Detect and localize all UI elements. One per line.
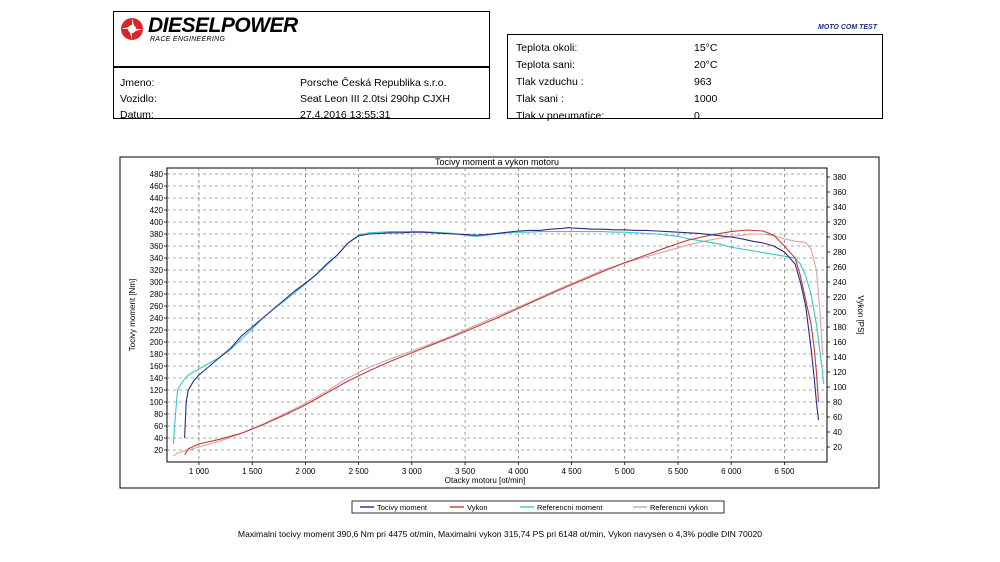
vozidlo-value: Seat Leon III 2.0tsi 290hp CJXH (300, 93, 451, 105)
y-tick-label-left: 100 (150, 398, 164, 407)
dieselpower-logo-icon (121, 18, 143, 40)
y-tick-label-left: 180 (150, 350, 164, 359)
moto-com-test-badge: MOTO COM TEST (818, 24, 877, 31)
conditions-panel (507, 34, 883, 119)
y-tick-label-left: 440 (150, 194, 164, 203)
x-tick-label: 2 000 (295, 467, 316, 476)
y-tick-label-left: 60 (154, 422, 163, 431)
y-tick-label-left: 160 (150, 362, 164, 371)
legend-label: Tocivy moment (377, 503, 428, 512)
logo-panel (113, 11, 490, 67)
legend-label: Vykon (467, 503, 488, 512)
y-tick-label-left: 140 (150, 374, 164, 383)
y-tick-label-left: 380 (150, 230, 164, 239)
x-tick-label: 1 000 (189, 467, 210, 476)
datum-value: 27.4.2016 13:55:31 (300, 109, 391, 121)
y-axis-label-left: Tocivy moment [Nm] (128, 279, 137, 351)
y-tick-label-left: 260 (150, 302, 164, 311)
brand-name: DIESELPOWER (148, 14, 298, 37)
y-tick-label-left: 340 (150, 254, 164, 263)
x-tick-label: 4 500 (562, 467, 583, 476)
x-tick-label: 3 500 (455, 467, 476, 476)
y-tick-label-right: 340 (833, 203, 847, 212)
vehicle-info-panel (113, 67, 490, 119)
condition-label: Teplota okoli: (516, 42, 578, 54)
datum-label: Datum: (120, 109, 154, 121)
y-axis-label-right: Vykon [PS] (856, 295, 865, 334)
y-tick-label-right: 100 (833, 383, 847, 392)
y-tick-label-left: 320 (150, 266, 164, 275)
x-tick-label: 3 000 (402, 467, 423, 476)
vozidlo-label: Vozidlo: (120, 93, 157, 105)
brand-subtitle: RACE ENGINEERING (150, 36, 226, 43)
x-tick-label: 2 500 (349, 467, 370, 476)
series-line (184, 229, 820, 456)
y-tick-label-right: 140 (833, 353, 847, 362)
y-tick-label-right: 260 (833, 263, 847, 272)
y-tick-label-right: 120 (833, 368, 847, 377)
y-tick-label-right: 380 (833, 173, 847, 182)
y-tick-label-left: 400 (150, 218, 164, 227)
x-tick-label: 4 000 (508, 467, 529, 476)
condition-value: 15°C (694, 42, 718, 54)
legend-label: Referencni moment (537, 503, 603, 512)
y-tick-label-right: 60 (833, 413, 842, 422)
summary-footer: Maximalni tocivy moment 390,6 Nm pri 447… (237, 529, 763, 539)
y-tick-label-left: 240 (150, 314, 164, 323)
y-tick-label-left: 360 (150, 242, 164, 251)
condition-value: 20°C (694, 59, 718, 71)
x-tick-label: 1 500 (242, 467, 263, 476)
y-tick-label-left: 480 (150, 170, 164, 179)
legend-box (351, 500, 725, 514)
y-tick-label-right: 200 (833, 308, 847, 317)
y-tick-label-left: 460 (150, 182, 164, 191)
condition-label: Tlak vzduchu : (516, 76, 584, 88)
y-tick-label-right: 160 (833, 338, 847, 347)
condition-label: Teplota sani: (516, 59, 575, 71)
condition-value: 0 (694, 110, 700, 122)
y-tick-label-left: 220 (150, 326, 164, 335)
x-tick-label: 6 000 (721, 467, 742, 476)
y-tick-label-right: 180 (833, 323, 847, 332)
x-axis-label: Otacky motoru [ot/min] (445, 476, 525, 485)
jmeno-label: Jmeno: (120, 77, 155, 89)
y-tick-label-left: 120 (150, 386, 164, 395)
series-line (173, 233, 824, 457)
y-tick-label-left: 40 (154, 434, 163, 443)
y-tick-label-left: 80 (154, 410, 163, 419)
series-line (184, 227, 820, 439)
condition-label: Tlak v pneumatice: (516, 110, 605, 122)
condition-value: 963 (694, 76, 712, 88)
y-tick-label-right: 240 (833, 278, 847, 287)
x-tick-label: 5 000 (615, 467, 636, 476)
y-tick-label-right: 20 (833, 443, 842, 452)
y-tick-label-right: 220 (833, 293, 847, 302)
y-tick-label-left: 200 (150, 338, 164, 347)
legend-label: Referencni vykon (650, 503, 708, 512)
y-tick-label-left: 20 (154, 446, 163, 455)
y-tick-label-right: 80 (833, 398, 842, 407)
y-tick-label-right: 300 (833, 233, 847, 242)
condition-value: 1000 (694, 93, 718, 105)
x-tick-label: 5 500 (668, 467, 689, 476)
condition-label: Tlak sani : (516, 93, 564, 105)
y-tick-label-right: 280 (833, 248, 847, 257)
y-tick-label-right: 320 (833, 218, 847, 227)
y-tick-label-right: 40 (833, 428, 842, 437)
chart-title: Tocivy moment a vykon motoru (435, 157, 559, 167)
y-tick-label-left: 300 (150, 278, 164, 287)
x-tick-label: 6 500 (774, 467, 795, 476)
y-tick-label-left: 420 (150, 206, 164, 215)
jmeno-value: Porsche Česká Republika s.r.o. (300, 77, 447, 89)
plot-area (166, 167, 828, 463)
y-tick-label-left: 280 (150, 290, 164, 299)
y-tick-label-right: 360 (833, 188, 847, 197)
